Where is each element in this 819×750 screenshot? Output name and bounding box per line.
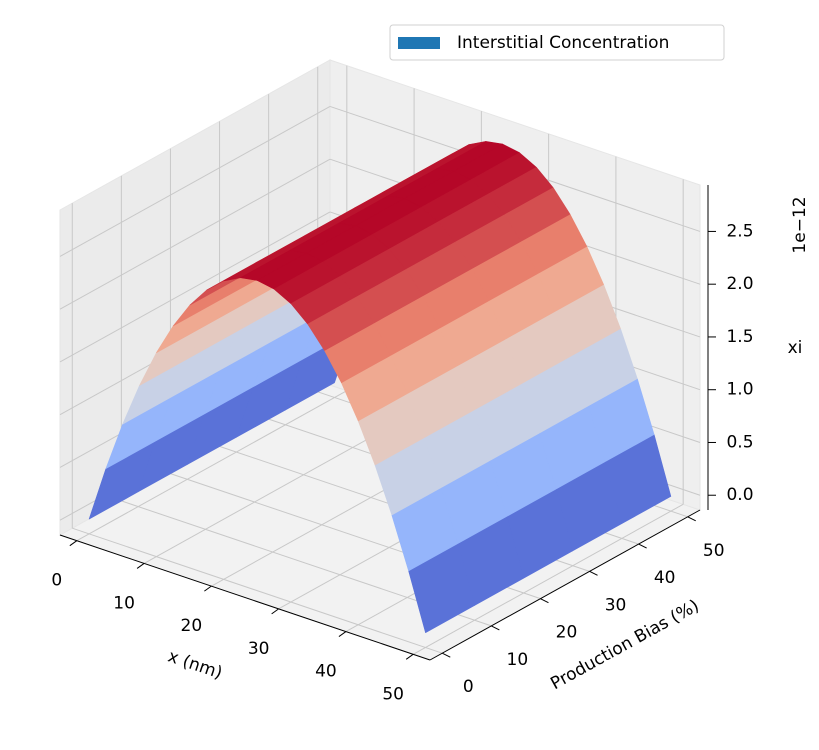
axis-line xyxy=(429,509,701,661)
z-tick-label: 0.5 xyxy=(726,432,753,452)
y-tick-label: 20 xyxy=(556,623,578,643)
y-tick xyxy=(491,625,500,631)
z-tick-label: 2.0 xyxy=(726,274,753,294)
legend: Interstitial Concentration xyxy=(389,24,725,61)
x-axis-label: x (nm) xyxy=(165,647,225,684)
x-tick-label: 30 xyxy=(248,639,270,659)
legend-swatch xyxy=(398,37,440,49)
z-tick-label: 2.5 xyxy=(726,221,753,241)
legend-label: Interstitial Concentration xyxy=(457,33,669,53)
x-tick-label: 10 xyxy=(113,593,135,613)
axis-line xyxy=(59,534,431,661)
grid-line xyxy=(76,390,348,542)
x-tick-label: 0 xyxy=(51,571,62,591)
grid-line xyxy=(59,158,331,310)
grid-line xyxy=(59,211,331,363)
y-tick-label: 50 xyxy=(703,541,725,561)
z-tick-label: 1.5 xyxy=(726,327,753,347)
x-tick xyxy=(204,585,212,592)
legend-box xyxy=(389,24,725,61)
y-tick-label: 30 xyxy=(605,595,627,615)
y-tick xyxy=(638,543,647,549)
surface xyxy=(88,141,672,634)
y-tick xyxy=(442,652,451,658)
grid-line xyxy=(412,503,684,655)
y-tick-label: 40 xyxy=(654,568,676,588)
x-tick xyxy=(69,540,78,547)
x-tick xyxy=(405,653,414,660)
x-tick-label: 50 xyxy=(382,684,404,704)
axes: 0 10 20 30 40 50 0 10 20 30 40 50 0.0 0.5 1.0 1.5 2.0 2.5 xyxy=(51,185,754,704)
y-tick-label: 10 xyxy=(507,650,529,670)
surface-patch xyxy=(307,296,374,351)
grid-line xyxy=(59,105,331,257)
grid-line xyxy=(72,527,443,654)
z-tick-label: 1.0 xyxy=(726,380,753,400)
y-tick xyxy=(589,570,598,576)
z-axis-label: xi xyxy=(788,338,803,358)
z-tick-label: 0.0 xyxy=(726,485,753,505)
x-tick xyxy=(136,563,145,569)
x-tick-label: 40 xyxy=(315,662,337,682)
y-tick xyxy=(687,516,696,522)
x-tick xyxy=(338,631,347,637)
z-offset-label: 1e−12 xyxy=(790,196,810,253)
x-tick xyxy=(271,608,279,615)
x-tick-label: 20 xyxy=(181,616,203,636)
y-tick-label: 0 xyxy=(463,677,474,697)
y-tick xyxy=(540,598,549,604)
